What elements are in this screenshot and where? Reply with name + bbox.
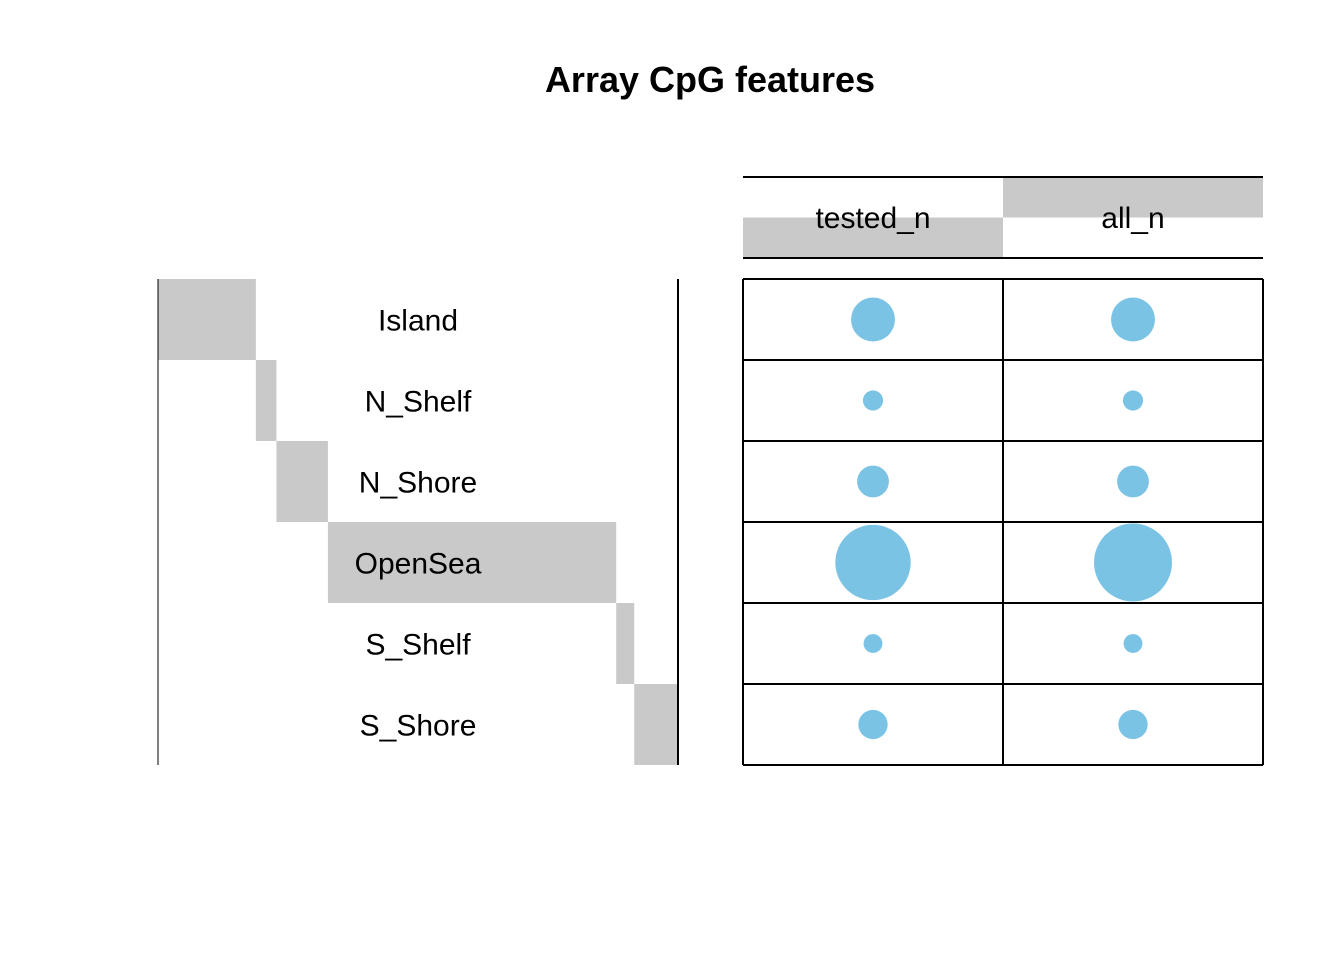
balloon-point [851,297,895,342]
row-label: S_Shelf [365,629,471,662]
chart-title: Array CpG features [545,59,875,100]
row-proportion-bar [276,441,328,522]
balloon-point [858,709,888,740]
row-mosaic-panel: Island N_Shelf N_Shore OpenSea S_Shelf S_Shor… [157,279,679,765]
column-label: tested_n [815,202,930,235]
row-proportion-bar [616,603,635,684]
balloon-point [862,390,884,411]
balloon-point [1122,390,1144,411]
row-proportion-bar [158,279,256,360]
balloon-point [1094,523,1172,602]
row-label: S_Shore [360,710,477,743]
row-label: N_Shelf [365,386,472,419]
column-label: all_n [1101,202,1164,235]
balloon-point [857,465,889,498]
column-proportion-bar [743,217,1003,258]
balloon-point [1117,465,1149,498]
balloon-point [835,524,911,601]
row-label: OpenSea [355,548,482,581]
column-proportion-bar [1003,177,1263,218]
column-header-panel: tested_n all_n [743,176,1263,259]
row-proportion-bar [634,684,678,765]
balloon-point [1111,297,1155,342]
row-proportion-bar [255,360,277,441]
row-label: Island [378,305,458,338]
row-label: N_Shore [359,467,477,500]
balloon-point [1123,634,1143,653]
balloon-point [1118,709,1148,740]
row-proportion-bar [327,522,617,603]
balloon-point [863,634,883,653]
balloon-grid [742,278,1264,766]
